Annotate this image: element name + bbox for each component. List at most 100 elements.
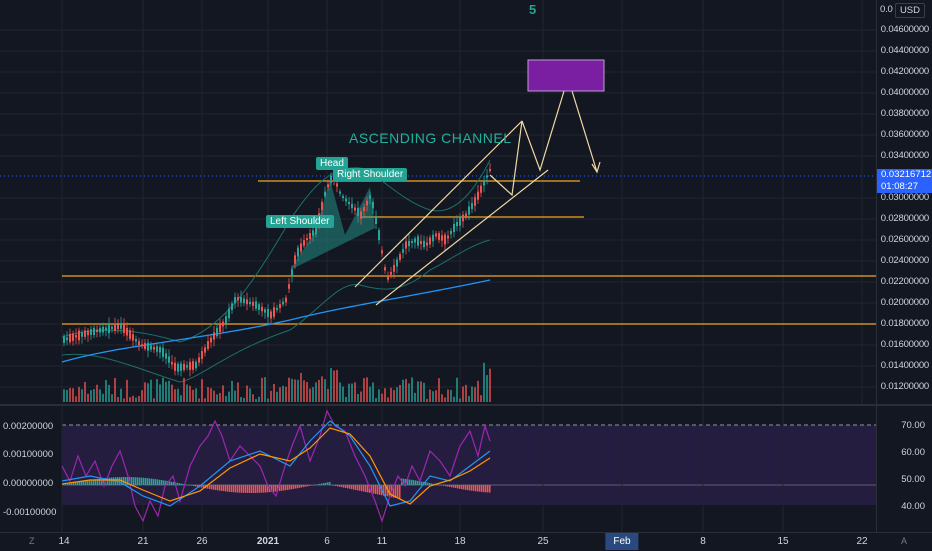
- candle: [243, 295, 245, 307]
- volume-bar: [414, 392, 416, 402]
- candle: [291, 265, 293, 283]
- rsi-line: [61, 409, 491, 523]
- histogram-bar: [165, 480, 167, 485]
- histogram-bar: [209, 485, 211, 490]
- volume-bar: [402, 379, 404, 402]
- volume-bar: [195, 388, 197, 402]
- candle: [489, 162, 491, 174]
- target-box[interactable]: [527, 59, 605, 92]
- histogram-bar: [377, 485, 379, 495]
- volume-bar: [435, 390, 437, 402]
- zoom-button[interactable]: Z: [29, 536, 35, 546]
- histogram-bar: [207, 485, 209, 489]
- panel-divider[interactable]: [0, 404, 932, 406]
- histogram-bar: [365, 485, 367, 492]
- candle: [375, 210, 377, 229]
- time-axis[interactable]: 14 21 26 2021 6 11 18 25 Feb 8 15 22: [0, 532, 932, 551]
- volume-bar: [336, 369, 338, 402]
- candle: [201, 346, 203, 364]
- volume-bar: [444, 397, 446, 402]
- rsi-axis-label: 40.00: [901, 501, 925, 512]
- histogram-bar: [363, 485, 365, 492]
- candle: [468, 200, 470, 221]
- volume-bar: [324, 379, 326, 402]
- volume-bar: [330, 368, 332, 402]
- candle: [135, 335, 137, 346]
- candle: [66, 331, 68, 346]
- histogram-bar: [261, 485, 263, 493]
- candle: [177, 361, 179, 376]
- volume-bar: [96, 384, 98, 402]
- candle: [216, 323, 218, 339]
- time-label: 14: [58, 536, 70, 547]
- candle: [186, 361, 188, 371]
- price-axis[interactable]: 0.0 USD 0.04600000 0.04400000 0.04200000…: [876, 0, 932, 532]
- volume-bar: [186, 384, 188, 402]
- candle: [117, 319, 119, 334]
- volume-bar: [342, 386, 344, 402]
- candle: [471, 196, 473, 214]
- volume-bar: [465, 384, 467, 402]
- candle: [141, 339, 143, 349]
- horizontal-levels[interactable]: [62, 180, 876, 325]
- histogram-bar: [85, 480, 87, 485]
- candle: [93, 325, 95, 339]
- histogram-bar: [189, 485, 191, 486]
- volume-bar: [291, 378, 293, 402]
- candle: [309, 228, 311, 244]
- volume-bar: [432, 391, 434, 402]
- rsi-band: [62, 425, 876, 505]
- candle: [447, 230, 449, 244]
- volume-bar: [114, 377, 116, 402]
- volume-bar: [381, 393, 383, 402]
- histogram-bar: [465, 485, 467, 490]
- candle: [162, 342, 164, 362]
- volume-bar: [423, 382, 425, 402]
- price-label: 0.01800000: [880, 318, 929, 329]
- candle: [231, 300, 233, 315]
- candle: [147, 339, 149, 358]
- time-label: 8: [700, 536, 706, 547]
- candle: [87, 328, 89, 342]
- histogram-bar: [361, 485, 363, 492]
- volume-bar: [207, 387, 209, 402]
- histogram-bar: [273, 485, 275, 492]
- histogram-bar: [107, 477, 109, 485]
- histogram-bar: [293, 485, 295, 489]
- volume-bar: [387, 397, 389, 402]
- candle: [246, 292, 248, 311]
- histogram-bar: [461, 485, 463, 490]
- time-label-highlight: Feb: [605, 533, 639, 550]
- histogram-bar: [161, 480, 163, 485]
- histogram-bar: [211, 485, 213, 490]
- main-price-chart[interactable]: [0, 0, 876, 405]
- auto-scale-button[interactable]: A: [901, 536, 908, 546]
- histogram-bar: [355, 485, 357, 490]
- currency-button[interactable]: USD: [894, 3, 925, 18]
- candle: [153, 344, 155, 354]
- candle: [195, 359, 197, 372]
- time-label: 11: [376, 536, 388, 547]
- candle: [345, 195, 347, 206]
- histogram-bar: [409, 479, 411, 485]
- volume-bar: [297, 379, 299, 402]
- candle: [486, 169, 488, 185]
- candle: [285, 295, 287, 306]
- current-price-tag: 0.03216712 01:08:27: [877, 169, 932, 193]
- ascending-channel[interactable]: [354, 75, 601, 306]
- volume-bar: [72, 388, 74, 402]
- candle: [453, 217, 455, 238]
- histogram-bar: [179, 483, 181, 485]
- histogram-bar: [77, 482, 79, 485]
- volume-bar: [246, 385, 248, 402]
- volume-bar: [447, 389, 449, 402]
- volume-bar: [165, 381, 167, 402]
- candle: [276, 304, 278, 313]
- candle: [483, 175, 485, 193]
- candle: [462, 210, 464, 228]
- oscillator-panel[interactable]: [0, 406, 876, 532]
- volume-bar: [192, 389, 194, 402]
- volume-bar: [480, 395, 482, 402]
- bollinger-bands: [61, 159, 491, 383]
- histogram-bar: [157, 479, 159, 485]
